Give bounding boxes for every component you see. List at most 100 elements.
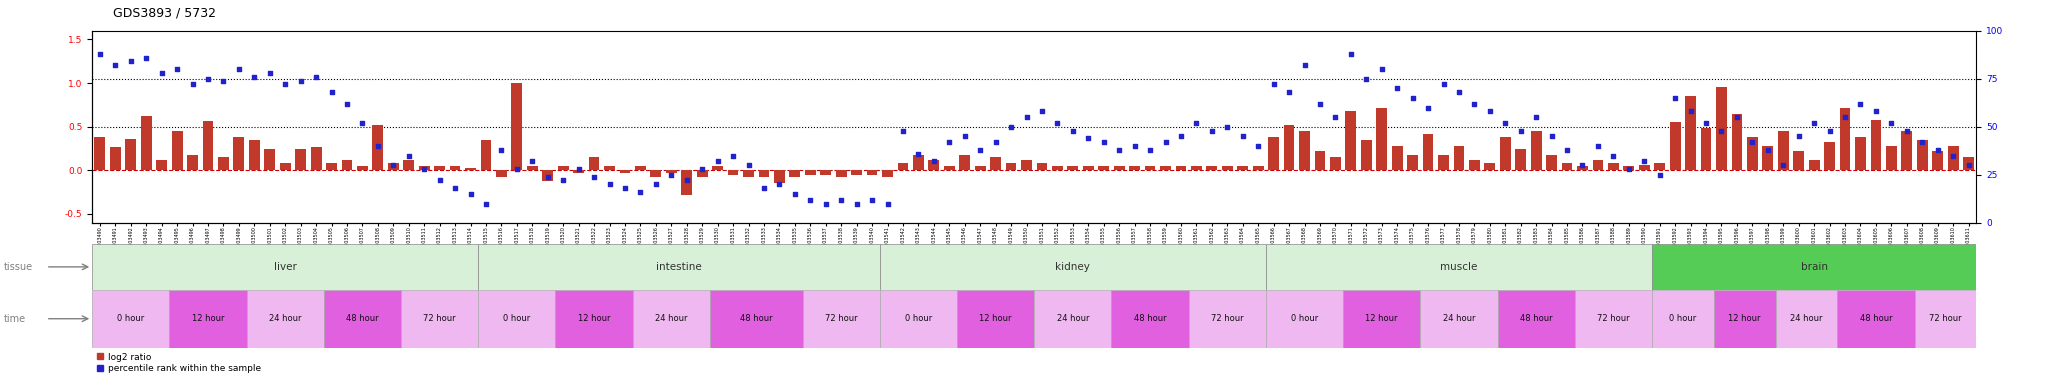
Point: [901, 151, 934, 157]
Point: [330, 101, 362, 107]
Point: [254, 70, 287, 76]
Point: [795, 197, 827, 203]
Bar: [1917, 140, 1927, 170]
Point: [1751, 147, 1784, 153]
Bar: [1145, 166, 1155, 170]
Bar: [1714, 290, 1776, 348]
Point: [1135, 147, 1167, 153]
Bar: [991, 157, 1001, 170]
Bar: [94, 137, 104, 170]
Point: [1040, 120, 1073, 126]
Bar: [1653, 244, 1976, 290]
Point: [1010, 114, 1042, 120]
Point: [1567, 162, 1599, 168]
Bar: [1933, 151, 1944, 170]
Bar: [1778, 131, 1788, 170]
Point: [625, 189, 657, 195]
Bar: [356, 166, 369, 170]
Bar: [1624, 166, 1634, 170]
Point: [686, 166, 719, 172]
Bar: [743, 170, 754, 177]
Bar: [1360, 140, 1372, 170]
Point: [934, 139, 967, 145]
Bar: [1964, 157, 1974, 170]
Point: [887, 127, 920, 134]
Text: brain: brain: [1800, 262, 1827, 272]
Point: [1737, 139, 1769, 145]
Bar: [1497, 290, 1575, 348]
Bar: [1176, 166, 1186, 170]
Point: [655, 172, 688, 178]
Bar: [1870, 120, 1882, 170]
Bar: [821, 170, 831, 175]
Bar: [727, 170, 739, 175]
Point: [1241, 143, 1274, 149]
Text: 72 hour: 72 hour: [1597, 314, 1630, 323]
Bar: [295, 149, 305, 170]
Point: [1628, 158, 1661, 164]
Bar: [342, 160, 352, 170]
Bar: [479, 290, 555, 348]
Legend: log2 ratio, percentile rank within the sample: log2 ratio, percentile rank within the s…: [96, 353, 262, 373]
Bar: [1423, 134, 1434, 170]
Bar: [111, 147, 121, 170]
Bar: [326, 163, 338, 170]
Point: [809, 200, 842, 207]
Point: [393, 152, 426, 159]
Text: 48 hour: 48 hour: [739, 314, 772, 323]
Bar: [1159, 166, 1171, 170]
Point: [1505, 127, 1538, 134]
Bar: [1655, 163, 1665, 170]
Point: [299, 74, 332, 80]
Text: 0 hour: 0 hour: [117, 314, 145, 323]
Bar: [956, 290, 1034, 348]
Point: [1196, 127, 1229, 134]
Point: [1550, 147, 1583, 153]
Text: 24 hour: 24 hour: [268, 314, 301, 323]
Bar: [1454, 146, 1464, 170]
Point: [115, 58, 147, 65]
Text: 72 hour: 72 hour: [424, 314, 457, 323]
Point: [1102, 147, 1135, 153]
Text: 72 hour: 72 hour: [825, 314, 858, 323]
Point: [1071, 135, 1104, 141]
Point: [1921, 147, 1954, 153]
Point: [469, 200, 502, 207]
Point: [700, 158, 733, 164]
Text: 12 hour: 12 hour: [979, 314, 1012, 323]
Point: [578, 174, 610, 180]
Point: [1890, 127, 1923, 134]
Point: [1165, 133, 1198, 139]
Point: [979, 139, 1012, 145]
Point: [500, 166, 532, 172]
Bar: [1346, 111, 1356, 170]
Bar: [1516, 149, 1526, 170]
Bar: [836, 170, 846, 177]
Bar: [788, 170, 801, 177]
Bar: [418, 166, 430, 170]
Point: [1767, 162, 1800, 168]
Point: [129, 55, 162, 61]
Bar: [203, 121, 213, 170]
Bar: [512, 83, 522, 170]
Bar: [1067, 166, 1077, 170]
Bar: [635, 166, 645, 170]
Point: [870, 200, 903, 207]
Bar: [1188, 290, 1266, 348]
Point: [408, 166, 440, 172]
Point: [547, 177, 580, 184]
Bar: [403, 160, 414, 170]
Bar: [1034, 290, 1112, 348]
Bar: [1098, 166, 1110, 170]
Point: [840, 200, 872, 207]
Point: [1118, 143, 1151, 149]
Point: [1673, 108, 1706, 114]
Point: [530, 174, 563, 180]
Bar: [1315, 151, 1325, 170]
Point: [176, 81, 209, 88]
Bar: [696, 170, 709, 177]
Point: [825, 197, 858, 203]
Bar: [233, 137, 244, 170]
Bar: [713, 166, 723, 170]
Bar: [1192, 166, 1202, 170]
